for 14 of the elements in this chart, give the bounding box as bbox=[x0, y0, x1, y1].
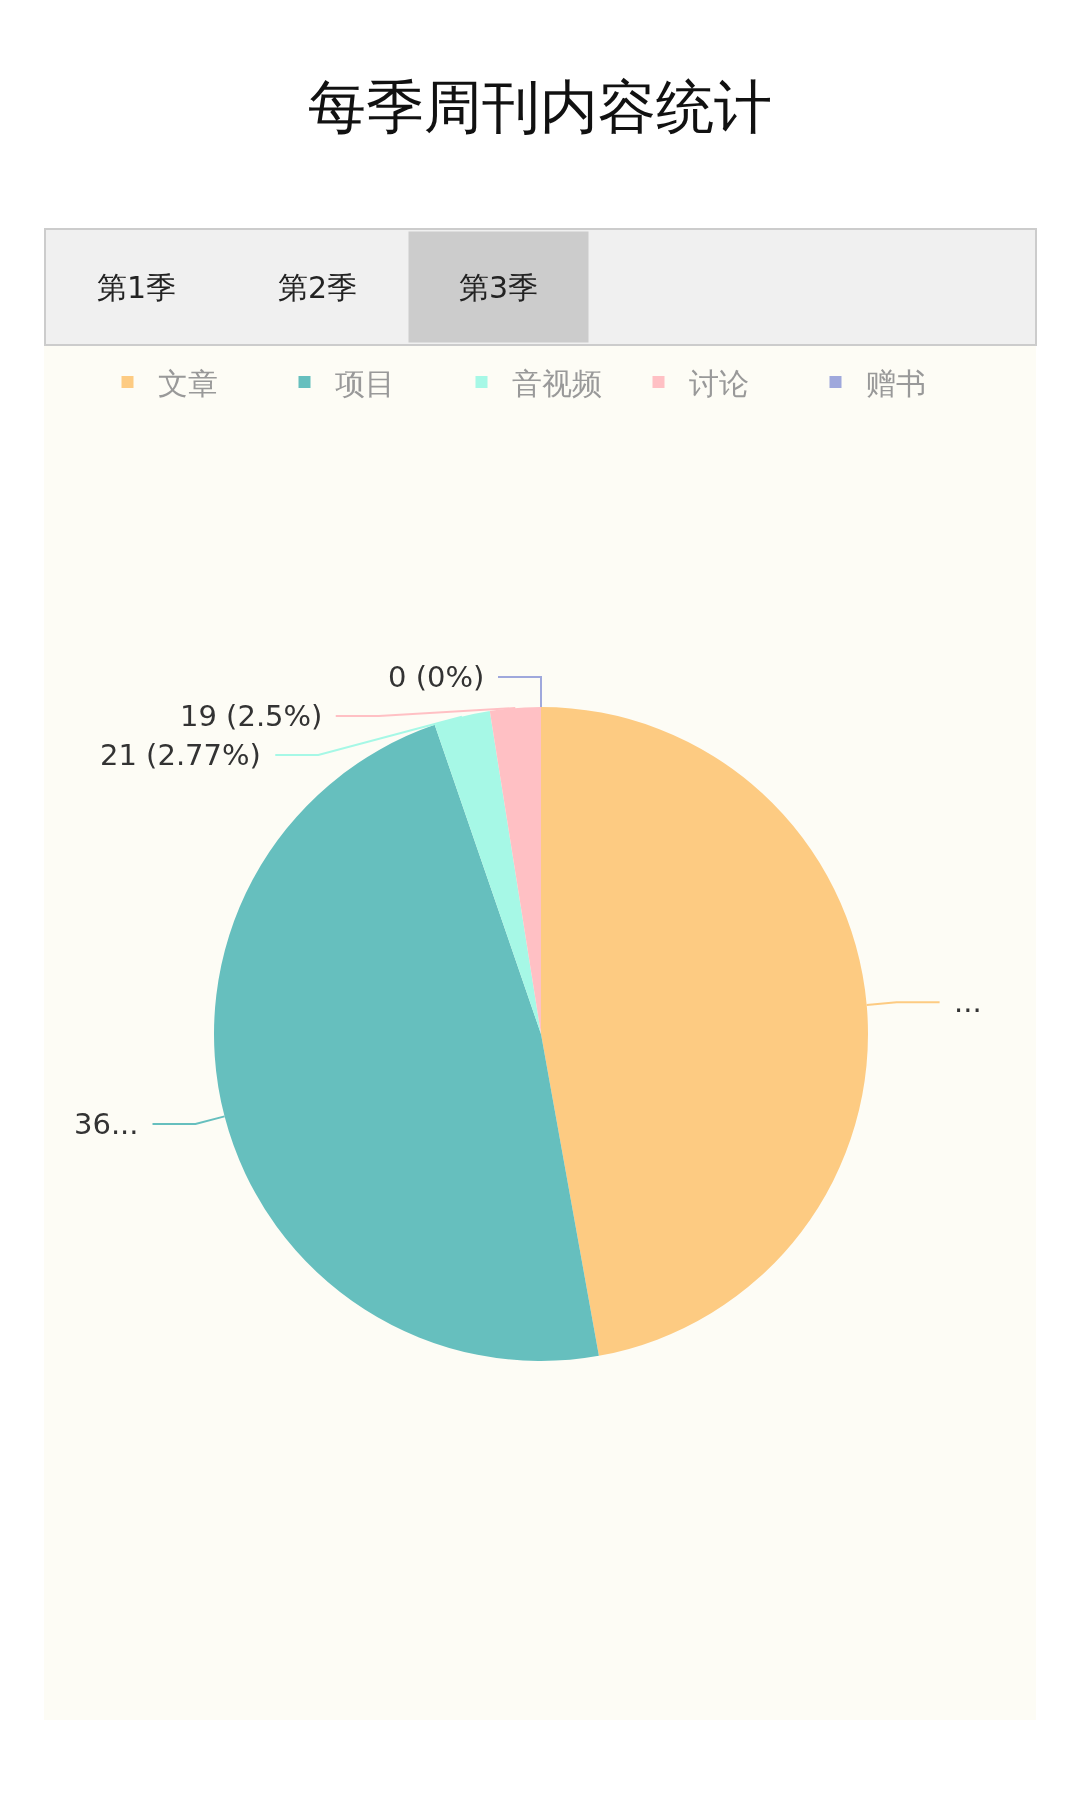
data-label: 36... bbox=[74, 1107, 139, 1141]
legend-label: 赠书 bbox=[865, 365, 926, 401]
legend-label: 项目 bbox=[334, 365, 395, 401]
text: 0 (0%) bbox=[388, 660, 485, 694]
data-label: 21 (2.77%) bbox=[100, 738, 261, 772]
data-label: 19 (2.5%) bbox=[180, 699, 323, 733]
text: 第2季 bbox=[277, 269, 358, 305]
legend-label: 讨论 bbox=[688, 365, 749, 401]
chart-title: 每季周刊内容统计 bbox=[308, 73, 772, 142]
legend-label: 文章 bbox=[157, 365, 218, 401]
text: 第3季 bbox=[458, 269, 539, 305]
legend-label: 音视频 bbox=[511, 365, 602, 401]
text: 第1季 bbox=[96, 269, 177, 305]
data-label: ... bbox=[954, 985, 982, 1019]
